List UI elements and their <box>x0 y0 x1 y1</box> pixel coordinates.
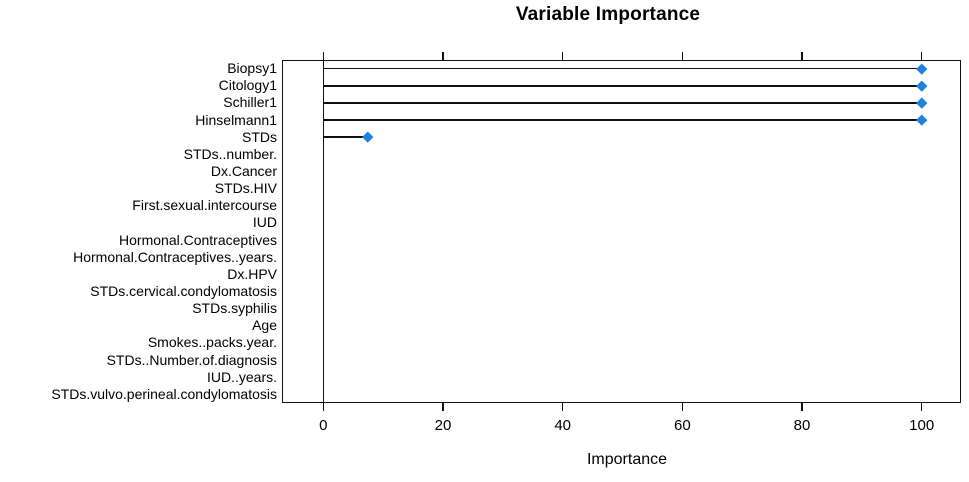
x-axis-tick-top <box>681 52 684 60</box>
chart-title: Variable Importance <box>515 4 701 25</box>
y-axis-label: STDs <box>242 128 277 145</box>
x-axis-tick-label: 80 <box>793 417 811 434</box>
y-axis-label: STDs..number. <box>183 145 277 162</box>
x-axis-tick-top <box>920 52 923 60</box>
zero-reference-line <box>322 60 325 403</box>
y-axis-label: First.sexual.intercourse <box>132 197 277 214</box>
x-axis-tick-bottom <box>322 403 325 411</box>
importance-needle <box>323 101 922 104</box>
y-axis-label: STDs.syphilis <box>192 300 277 317</box>
y-axis-label: Citology1 <box>218 77 277 94</box>
importance-needle <box>323 119 922 121</box>
importance-needle <box>323 67 922 70</box>
x-axis-tick-label: 0 <box>319 417 328 434</box>
x-axis-tick-bottom <box>920 403 923 411</box>
y-axis-label: Hormonal.Contraceptives <box>119 231 277 248</box>
x-axis-tick-top <box>322 52 325 60</box>
x-axis-tick-bottom <box>442 403 444 411</box>
y-axis-label: Schiller1 <box>223 94 277 111</box>
x-axis-tick-label: 20 <box>434 417 452 434</box>
y-axis-label: IUD <box>252 214 277 231</box>
x-axis-tick-label: 100 <box>909 417 935 434</box>
y-axis-label: STDs.vulvo.perineal.condylomatosis <box>51 385 277 402</box>
y-axis-label: Smokes..packs.year. <box>147 334 277 351</box>
y-axis-label: Hinselmann1 <box>195 111 277 128</box>
x-axis-title: Importance <box>586 451 668 468</box>
x-axis-tick-label: 40 <box>554 417 571 434</box>
importance-needle <box>323 136 369 139</box>
y-axis-label: STDs.HIV <box>214 180 277 197</box>
x-axis-tick-label: 60 <box>673 417 691 434</box>
y-axis-label: Age <box>252 317 277 334</box>
y-axis-label: Dx.HPV <box>227 265 277 282</box>
y-axis-label: Hormonal.Contraceptives..years. <box>73 248 277 265</box>
y-axis-label: STDs.cervical.condylomatosis <box>90 283 277 300</box>
importance-needle <box>323 84 922 87</box>
x-axis-tick-top <box>561 52 564 60</box>
x-axis-tick-bottom <box>681 403 684 411</box>
y-axis-label: STDs..Number.of.diagnosis <box>106 351 277 368</box>
y-axis-label: Dx.Cancer <box>210 162 277 179</box>
x-axis-tick-top <box>442 52 444 60</box>
y-axis-label: Biopsy1 <box>227 60 277 77</box>
plot-area <box>282 60 961 403</box>
x-axis-tick-bottom <box>801 403 803 411</box>
x-axis-tick-bottom <box>561 403 564 411</box>
y-axis-label: IUD..years. <box>206 368 277 385</box>
x-axis-tick-top <box>801 52 803 60</box>
